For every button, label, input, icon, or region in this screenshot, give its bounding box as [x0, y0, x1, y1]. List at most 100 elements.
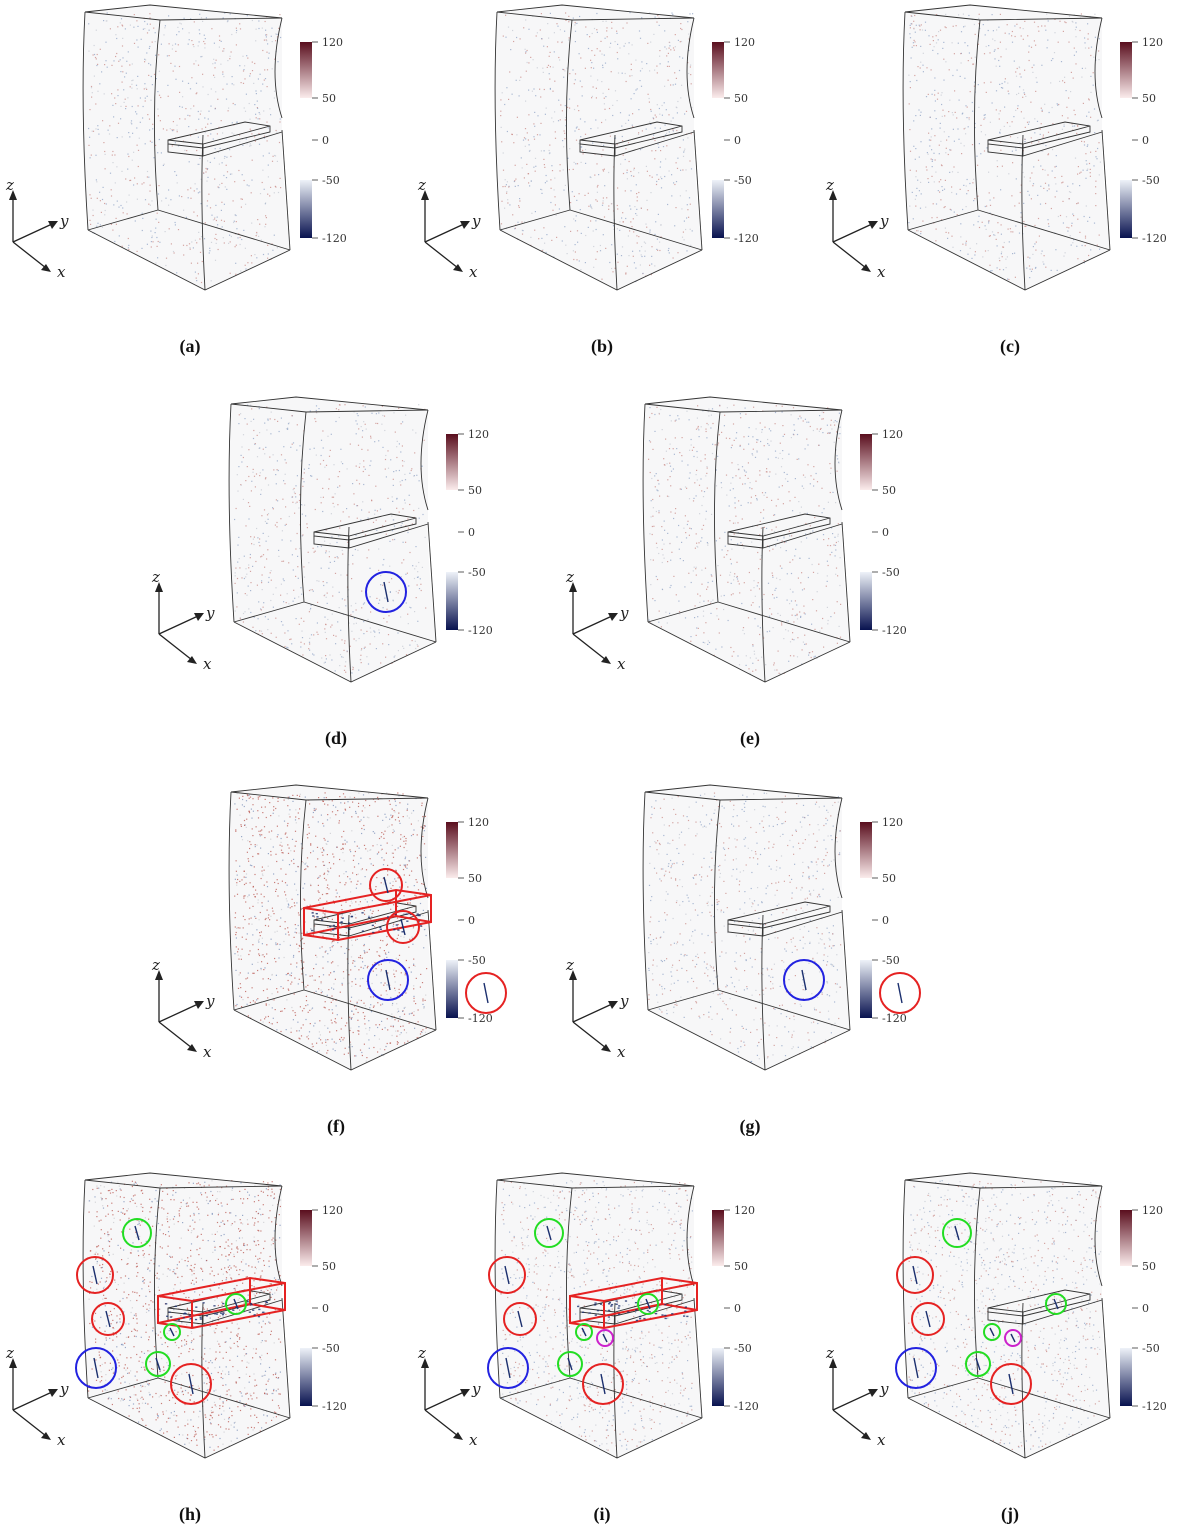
colorbar-tick: 50: [1142, 1260, 1156, 1273]
colorbar: 120 50 0 -50 -120: [712, 1204, 759, 1413]
volume-noise: [908, 13, 1101, 281]
defect-circle-red: [911, 1302, 945, 1336]
colorbar-tick: 50: [734, 1260, 748, 1273]
colorbar-tick: 0: [322, 1302, 329, 1315]
defect-circle-green: [225, 1293, 247, 1315]
colorbar-tick: -50: [734, 1342, 752, 1355]
axis-label-z: z: [825, 176, 834, 194]
panel-caption: (f): [327, 1116, 345, 1136]
specimen-volume: [903, 1173, 1110, 1458]
axes-triad: [829, 1358, 878, 1440]
colorbar-tick: -120: [468, 624, 493, 637]
axis-label-z: z: [825, 1344, 834, 1362]
colorbar: 120 50 0 -50 -120: [712, 36, 759, 245]
figure-panel: z y x 120 50 0 -50 -120 (d): [146, 392, 526, 752]
colorbar-tick: 120: [882, 428, 903, 441]
defect-circle-blue: [365, 571, 407, 613]
volume-noise: [500, 12, 694, 283]
axes-triad: [421, 1358, 470, 1440]
axis-label-z: z: [151, 956, 160, 974]
specimen-volume: [83, 5, 290, 290]
panel-plot: z y x 120 50 0 -50 -120: [417, 1172, 759, 1459]
specimen-volume: [903, 5, 1110, 290]
colorbar: 120 50 0 -50 -120: [860, 428, 907, 637]
axis-label-x: x: [469, 263, 478, 281]
colorbar: 120 50 0 -50 -120: [446, 816, 493, 1025]
figure-panel: z y x 120 50 0 -50 -120 (f): [146, 780, 526, 1140]
defect-circle-red: [503, 1302, 537, 1336]
colorbar-tick: 0: [734, 1302, 741, 1315]
panel-caption: (a): [179, 336, 201, 356]
panel-caption: (g): [739, 1116, 761, 1136]
defect-circle-red: [582, 1363, 624, 1405]
colorbar-tick: -50: [882, 566, 900, 579]
colorbar-tick: 120: [734, 36, 755, 49]
axis-label-y: y: [205, 992, 215, 1010]
colorbar-tick: 0: [1142, 134, 1149, 147]
defect-circle-blue: [895, 1347, 937, 1389]
figure-panel: z y x 120 50 0 -50 -120 (j): [820, 1168, 1182, 1528]
notch-slot: [727, 901, 843, 937]
colorbar-tick: 120: [322, 36, 343, 49]
axes-triad: [569, 970, 618, 1052]
defect-circle-magenta: [1004, 1329, 1022, 1347]
panel-plot: z y x 120 50 0 -50 -120: [151, 784, 507, 1071]
panel-plot: z y x 120 50 0 -50 -120: [825, 4, 1167, 291]
defect-circle-green: [942, 1218, 972, 1248]
colorbar-tick: 120: [1142, 1204, 1163, 1217]
notch-slot: [313, 513, 429, 549]
panel-plot: z y x 120 50 0 -50 -120: [565, 396, 907, 683]
defect-circle-green: [637, 1293, 659, 1315]
axes-triad: [421, 190, 470, 272]
colorbar-tick: -50: [1142, 174, 1160, 187]
colorbar-tick: 120: [734, 1204, 755, 1217]
notch-slot: [987, 121, 1103, 157]
specimen-volume: [643, 785, 850, 1070]
colorbar-tick: -50: [322, 1342, 340, 1355]
axes-triad: [569, 582, 618, 664]
colorbar-tick: -120: [1142, 232, 1167, 245]
highlight-box: [157, 1276, 286, 1330]
colorbar-tick: 50: [882, 872, 896, 885]
colorbar-tick: -120: [1142, 1400, 1167, 1413]
colorbar: 120 50 0 -50 -120: [446, 428, 493, 637]
defect-circle-red: [896, 1256, 934, 1294]
colorbar-tick: -120: [322, 1400, 347, 1413]
axis-label-x: x: [469, 1431, 478, 1449]
panel-plot: z y x 120 50 0 -50 -120: [151, 396, 493, 683]
colorbar-tick: -120: [734, 232, 759, 245]
colorbar-tick: 120: [1142, 36, 1163, 49]
colorbar-tick: 0: [1142, 1302, 1149, 1315]
defect-circle-blue: [783, 959, 825, 1001]
figure-panel: z y x 120 50 0 -50 -120 (a): [0, 0, 380, 360]
axes-triad: [9, 1358, 58, 1440]
figure-panel: z y x 120 50 0 -50 -120 (b): [412, 0, 792, 360]
defect-circle-blue: [75, 1347, 117, 1389]
colorbar-tick: 0: [734, 134, 741, 147]
colorbar-tick: 0: [882, 914, 889, 927]
highlight-box: [569, 1276, 698, 1330]
specimen-volume: [495, 1173, 702, 1458]
specimen-volume: [83, 1173, 290, 1458]
axis-label-x: x: [617, 1043, 626, 1061]
defect-circle-green: [145, 1351, 171, 1377]
colorbar-tick: -50: [322, 174, 340, 187]
colorbar-tick: -120: [882, 624, 907, 637]
colorbar: 120 50 0 -50 -120: [1120, 1204, 1167, 1413]
volume-noise: [908, 1180, 1102, 1451]
axis-label-x: x: [877, 263, 886, 281]
axes-triad: [829, 190, 878, 272]
panel-plot: z y x 120 50 0 -50 -120: [565, 784, 921, 1071]
colorbar-tick: 0: [322, 134, 329, 147]
axes-triad: [155, 582, 204, 664]
defect-circle-red: [76, 1256, 114, 1294]
colorbar-tick: 0: [468, 914, 475, 927]
panel-caption: (c): [1000, 336, 1020, 356]
axis-label-x: x: [877, 1431, 886, 1449]
specimen-volume: [495, 5, 702, 290]
colorbar-tick: -120: [734, 1400, 759, 1413]
figure-panel: z y x 120 50 0 -50 -120 (c): [820, 0, 1182, 360]
colorbar-tick: 0: [882, 526, 889, 539]
colorbar-tick: 120: [468, 428, 489, 441]
axis-label-y: y: [471, 212, 481, 230]
